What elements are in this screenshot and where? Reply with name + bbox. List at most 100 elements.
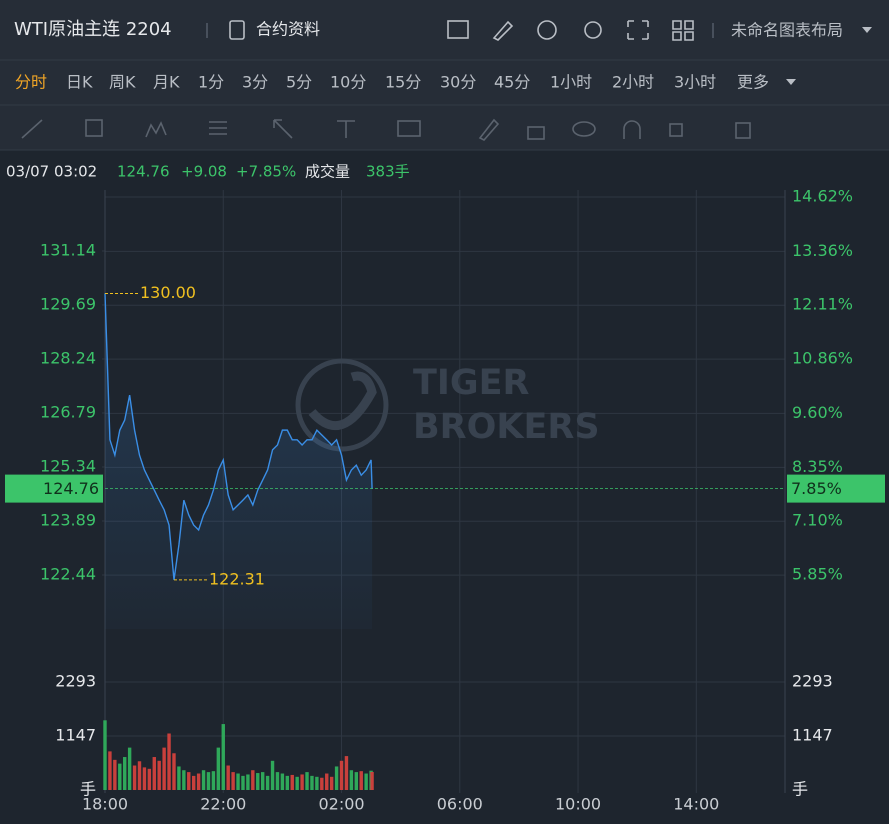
- y-tick-label: 125.34: [40, 457, 96, 476]
- tool-icon[interactable]: [145, 121, 167, 138]
- period-tab[interactable]: 1分: [198, 73, 224, 92]
- volume-bar: [216, 747, 221, 790]
- icon[interactable]: [537, 20, 557, 40]
- layout-name[interactable]: 未命名图表布局: [731, 21, 843, 40]
- x-tick-label: 10:00: [555, 795, 601, 814]
- y-tick-label: 2293: [55, 672, 96, 691]
- period-tab[interactable]: 周K: [109, 73, 136, 92]
- y2-tick-label: 10.86%: [792, 349, 853, 368]
- period-tab[interactable]: 5分: [286, 73, 312, 92]
- price-area: [105, 293, 373, 629]
- period-tab[interactable]: 更多: [737, 73, 769, 92]
- volume-bar: [260, 772, 265, 790]
- top-icons[interactable]: [447, 20, 694, 41]
- volume-bar: [325, 773, 329, 790]
- volume-bar: [305, 772, 309, 790]
- volume-bar: [137, 761, 142, 790]
- tool-icon[interactable]: [623, 120, 641, 139]
- y2-tick-label: 12.11%: [792, 295, 853, 314]
- watermark-logo: [308, 371, 377, 431]
- doc-icon: [229, 20, 245, 40]
- quote-volume: 383手: [366, 163, 410, 181]
- dropdown-arrow[interactable]: [786, 79, 796, 85]
- tool-icon[interactable]: [527, 126, 545, 140]
- quote-price: 124.76: [117, 163, 170, 181]
- volume-bar: [211, 771, 216, 790]
- contract-info[interactable]: 合约资料: [256, 20, 320, 39]
- period-tab[interactable]: 3分: [242, 73, 268, 92]
- tool-icon[interactable]: [21, 119, 43, 139]
- quote-change-pct: +7.85%: [236, 163, 296, 181]
- volume-bar: [370, 771, 374, 790]
- volume-bar: [320, 777, 324, 790]
- volume-bar: [226, 765, 230, 790]
- dropdown-arrow[interactable]: [862, 27, 872, 33]
- y-tick-label: 131.14: [40, 241, 96, 260]
- drawing-tools[interactable]: [21, 118, 751, 141]
- volume-bar: [290, 774, 294, 790]
- volume-bar: [329, 776, 334, 790]
- period-tab[interactable]: 2小时: [612, 73, 654, 92]
- period-tab[interactable]: 3小时: [674, 73, 716, 92]
- x-tick-label: 18:00: [82, 795, 128, 814]
- volume-bar: [162, 747, 166, 790]
- volume-bar: [241, 775, 245, 790]
- y-tick-label: 1147: [55, 725, 96, 744]
- volume-bar: [108, 751, 112, 790]
- period-tab[interactable]: 日K: [66, 73, 93, 92]
- tool-icon[interactable]: [209, 121, 227, 135]
- volume-bar: [339, 760, 344, 790]
- volume-bar: [236, 773, 240, 790]
- icon[interactable]: [627, 20, 649, 40]
- period-tab[interactable]: 45分: [494, 73, 530, 92]
- period-tab[interactable]: 月K: [153, 73, 180, 92]
- y-tick-label: 126.79: [40, 403, 96, 422]
- y-tick-label: 123.89: [40, 511, 96, 530]
- volume-bar: [246, 774, 250, 790]
- icon[interactable]: [584, 21, 602, 39]
- tool-icon[interactable]: [273, 119, 293, 139]
- y-tick-label: 手: [80, 780, 96, 799]
- tool-icon[interactable]: [478, 118, 500, 141]
- icon[interactable]: [447, 20, 469, 39]
- period-tab[interactable]: 30分: [440, 73, 476, 92]
- symbol-title[interactable]: WTI原油主连 2204: [14, 19, 172, 40]
- volume-bar: [359, 771, 363, 790]
- tool-icon[interactable]: [85, 119, 103, 137]
- y-tick-label: 129.69: [40, 295, 96, 314]
- volume-bar: [196, 773, 201, 790]
- volume-bar: [285, 775, 290, 790]
- icon[interactable]: [492, 20, 514, 41]
- x-tick-label: 14:00: [673, 795, 719, 814]
- volume-bar: [147, 768, 152, 790]
- tool-icon[interactable]: [397, 120, 421, 137]
- volume-bar: [118, 763, 122, 790]
- tool-icon[interactable]: [572, 121, 596, 137]
- y-tick-label: 122.44: [40, 565, 96, 584]
- icon[interactable]: [672, 20, 694, 41]
- volume-bar: [206, 772, 211, 790]
- volume-bar: [295, 776, 299, 790]
- volume-bar: [187, 772, 191, 790]
- tool-icon[interactable]: [669, 123, 683, 137]
- volume-bar: [354, 772, 359, 790]
- period-tab[interactable]: 分时: [15, 73, 47, 92]
- volume-bar: [127, 747, 132, 790]
- y-tick-label: 128.24: [40, 349, 96, 368]
- volume-bar: [275, 772, 280, 790]
- period-tab[interactable]: 15分: [385, 73, 421, 92]
- tool-icon[interactable]: [337, 120, 355, 138]
- volume-bar: [349, 770, 354, 790]
- period-tab[interactable]: 10分: [330, 73, 366, 92]
- period-tab[interactable]: 1小时: [550, 73, 592, 92]
- volume-bar: [132, 765, 137, 790]
- volume-bar: [231, 772, 235, 790]
- tool-icon[interactable]: [735, 122, 751, 139]
- volume-bar: [177, 766, 181, 790]
- y2-tick-label: 7.10%: [792, 511, 843, 530]
- y2-tick-label: 13.36%: [792, 241, 853, 260]
- volume-bar: [191, 775, 196, 790]
- watermark-text: BROKERS: [413, 407, 600, 447]
- x-tick-label: 02:00: [318, 795, 364, 814]
